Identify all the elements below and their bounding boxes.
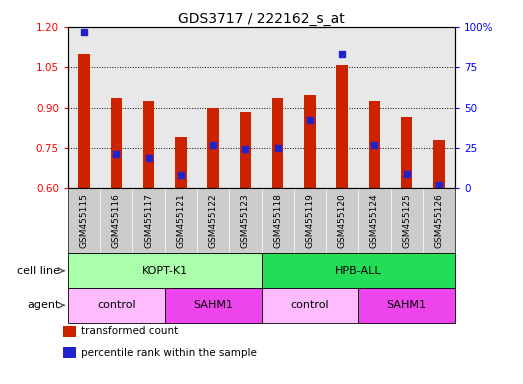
Bar — [262, 288, 358, 323]
Point — [338, 51, 346, 57]
Bar — [336, 65, 348, 188]
Text: GSM455121: GSM455121 — [176, 194, 185, 248]
Text: GSM455120: GSM455120 — [338, 194, 347, 248]
Bar — [240, 111, 251, 188]
Text: GSM455124: GSM455124 — [370, 194, 379, 248]
Point — [305, 118, 314, 124]
Bar — [369, 101, 380, 188]
Text: agent: agent — [28, 300, 60, 310]
Text: GSM455116: GSM455116 — [112, 194, 121, 248]
Bar — [143, 101, 154, 188]
Text: cell line: cell line — [17, 266, 60, 276]
Point — [80, 29, 88, 35]
Bar — [208, 108, 219, 188]
Text: control: control — [291, 300, 329, 310]
Bar — [175, 137, 187, 188]
Text: GSM455122: GSM455122 — [209, 194, 218, 248]
Text: control: control — [97, 300, 135, 310]
Bar — [68, 288, 165, 323]
Text: GSM455125: GSM455125 — [402, 194, 411, 248]
Bar — [272, 98, 283, 188]
Bar — [111, 98, 122, 188]
Text: SAHM1: SAHM1 — [193, 300, 233, 310]
Point — [435, 182, 443, 188]
Bar — [165, 288, 262, 323]
Bar — [262, 253, 455, 288]
Text: GSM455126: GSM455126 — [435, 194, 444, 248]
Point — [112, 151, 120, 157]
Bar — [358, 288, 455, 323]
Bar — [68, 253, 262, 288]
Point — [241, 146, 249, 152]
Bar — [78, 54, 90, 188]
Text: GSM455119: GSM455119 — [305, 194, 314, 248]
Title: GDS3717 / 222162_s_at: GDS3717 / 222162_s_at — [178, 12, 345, 26]
Text: transformed count: transformed count — [81, 326, 178, 336]
Bar — [401, 117, 412, 188]
Point — [274, 145, 282, 151]
Point — [403, 170, 411, 177]
Bar — [433, 140, 445, 188]
Point — [144, 154, 153, 161]
Point — [209, 142, 218, 148]
Text: SAHM1: SAHM1 — [386, 300, 427, 310]
Text: KOPT-K1: KOPT-K1 — [142, 266, 188, 276]
Point — [370, 142, 379, 148]
Text: GSM455115: GSM455115 — [79, 194, 88, 248]
Text: GSM455117: GSM455117 — [144, 194, 153, 248]
Bar — [304, 95, 315, 188]
Text: GSM455118: GSM455118 — [273, 194, 282, 248]
Point — [177, 172, 185, 178]
Bar — [63, 326, 76, 338]
Bar — [63, 347, 76, 359]
Text: HPB-ALL: HPB-ALL — [335, 266, 382, 276]
Text: percentile rank within the sample: percentile rank within the sample — [81, 348, 257, 358]
Text: GSM455123: GSM455123 — [241, 194, 250, 248]
